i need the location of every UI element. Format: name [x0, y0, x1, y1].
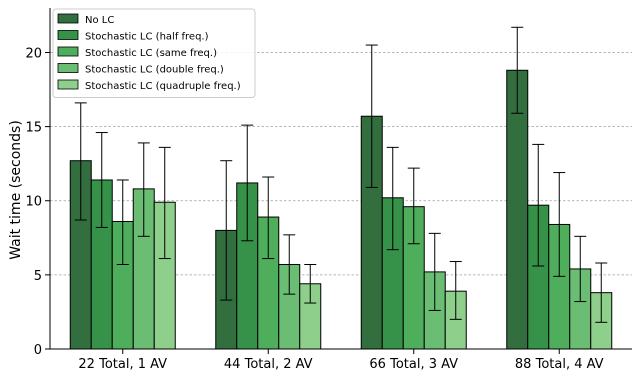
legend-label: Stochastic LC (quadruple freq.) [85, 81, 241, 92]
bars [69, 69, 613, 350]
x-tick-label: 66 Total, 3 AV [369, 357, 458, 372]
legend-swatch [57, 13, 79, 24]
legend-swatch [57, 46, 79, 57]
y-axis-label: Wait time (seconds) [8, 120, 24, 260]
y-tick-label: 15 [25, 121, 42, 136]
axes: 0 5 10 15 20 22 Total, 1 AV 44 Total, 2 AV 66 T… [25, 8, 632, 372]
error-bars [74, 26, 608, 323]
x-tick-label: 44 Total, 2 AV [224, 357, 313, 372]
legend-box [52, 8, 256, 98]
legend-label: Stochastic LC (half freq.) [85, 32, 209, 43]
y-tick-label: 10 [25, 195, 42, 210]
legend-swatch [57, 30, 79, 40]
legend-swatch [57, 79, 79, 90]
x-tick-label: 22 Total, 1 AV [78, 357, 167, 372]
legend-label: No LC [85, 15, 114, 26]
legend-label: Stochastic LC (same freq.) [85, 48, 217, 59]
y-tick-label: 0 [34, 343, 42, 358]
x-tick-label: 88 Total, 4 AV [515, 357, 604, 372]
legend: No LC Stochastic LC (half freq.) Stochasti… [52, 8, 256, 98]
y-tick-label: 5 [34, 269, 42, 284]
legend-label: Stochastic LC (double freq.) [85, 65, 224, 76]
y-tick-label: 20 [25, 46, 42, 61]
legend-swatch [57, 63, 79, 73]
